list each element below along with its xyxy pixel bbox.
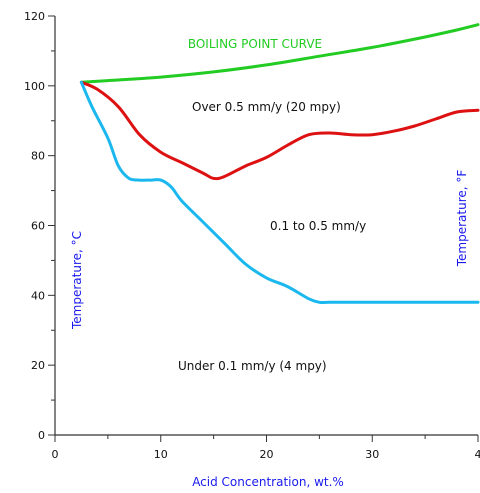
y-tick-label: 80: [31, 150, 45, 163]
x-tick-label: 0: [52, 448, 59, 461]
x-tick-label: 4: [475, 448, 480, 461]
x-axis-title: Acid Concentration, wt.%: [192, 475, 344, 489]
y-tick-label: 60: [31, 220, 45, 233]
y-axis-title-right: Temperature, °F: [455, 170, 469, 268]
y-tick-label: 100: [24, 80, 45, 93]
axes: 0 20 40 60 80 100 120 0 10 20 30 4: [24, 10, 480, 461]
annotation-under: Under 0.1 mm/y (4 mpy): [178, 359, 327, 373]
annotation-over: Over 0.5 mm/y (20 mpy): [192, 100, 341, 114]
y-tick-label: 20: [31, 359, 45, 372]
x-tick-label: 30: [365, 448, 379, 461]
upper_iso-curve: [79, 80, 480, 181]
x-tick-label: 20: [260, 448, 274, 461]
y-tick-label: 40: [31, 289, 45, 302]
annotation-mid: 0.1 to 0.5 mm/y: [270, 219, 366, 233]
boiling-series-label: BOILING POINT CURVE: [188, 37, 322, 51]
y-axis-title-left: Temperature, °C: [70, 231, 84, 330]
boiling-curve: [79, 23, 480, 84]
y-tick-label: 120: [24, 10, 45, 23]
lower_iso-curve: [79, 80, 480, 305]
x-tick-label: 10: [154, 448, 168, 461]
series-layer: [79, 23, 480, 305]
labels-layer: BOILING POINT CURVE Over 0.5 mm/y (20 mp…: [70, 37, 469, 489]
y-tick-label: 0: [38, 429, 45, 442]
